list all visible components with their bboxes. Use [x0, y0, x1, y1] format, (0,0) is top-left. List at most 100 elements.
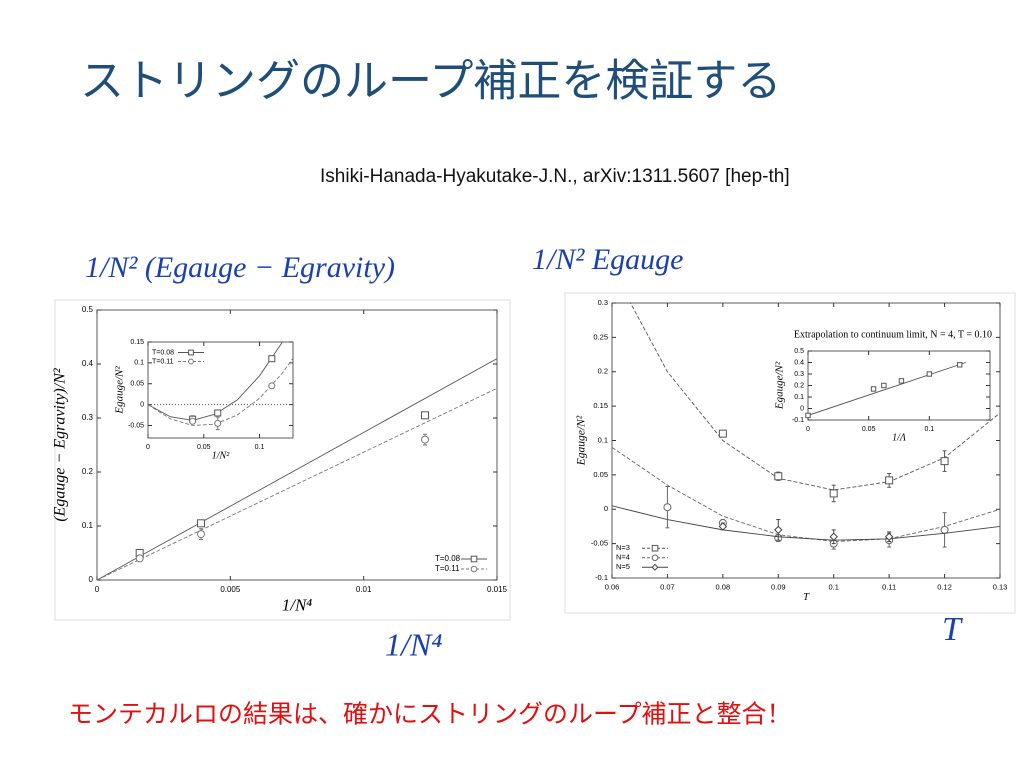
right-quantity: 1/N² Egauge	[532, 243, 683, 276]
conclusion: モンテカルロの結果は、確かにストリングのループ補正と整合！	[68, 701, 792, 729]
x-tick-label: 0	[146, 444, 150, 451]
marker	[421, 411, 429, 420]
marker	[268, 355, 276, 363]
legend-label: T=0.08	[435, 554, 461, 563]
plot-frame	[611, 302, 1001, 579]
marker	[884, 532, 894, 541]
x-tick-label: 0.06	[605, 582, 620, 591]
marker	[718, 522, 728, 531]
marker	[214, 409, 222, 417]
y-tick-label: -0.05	[128, 422, 144, 429]
y-tick-label: 0.1	[794, 394, 804, 401]
x-tick-label: 0.12	[937, 582, 952, 591]
chart: 0.06 0.07 0.08 0.09 0.1 0.11 0.12 0.13 -0.1 -0.05…	[576, 298, 1008, 603]
y-axis-label: Egauge/N²	[774, 361, 786, 410]
y-tick-label: 0.4	[82, 359, 94, 368]
y-tick-label: 0	[140, 401, 144, 408]
y-tick-label: 0.3	[794, 371, 804, 378]
y-tick-label: 0.05	[130, 381, 144, 388]
x-tick-label: 0.13	[993, 582, 1008, 591]
marker	[663, 503, 672, 512]
x-axis-label: 1/N²	[212, 450, 230, 461]
plot-frame	[807, 350, 991, 421]
x-tick-label: 0.1	[924, 426, 934, 433]
marker	[898, 378, 905, 384]
y-tick-label: 0	[800, 405, 804, 412]
x-tick-label: 0.09	[771, 582, 786, 591]
legend-label: T=0.11	[152, 358, 174, 365]
left-quantity: 1/N² (Egauge − Egravity)	[85, 251, 395, 284]
y-tick-label: 0	[604, 504, 608, 513]
y-tick-label: -0.05	[591, 539, 608, 548]
y-tick-label: 0.1	[82, 521, 94, 530]
legend-label: N=5	[616, 562, 630, 571]
x-tick-label: 0.015	[487, 585, 508, 594]
marker	[805, 412, 811, 419]
right-variable: T	[942, 611, 963, 648]
fit-line	[808, 362, 966, 416]
x-tick-label: 0.01	[356, 585, 372, 594]
x-tick-label: 0.07	[660, 582, 675, 591]
fit-line	[148, 342, 283, 421]
marker	[197, 530, 205, 539]
y-tick-label: 0.2	[598, 367, 608, 376]
x-tick-label: 0.05	[862, 426, 876, 433]
marker	[881, 382, 887, 389]
marker	[214, 419, 222, 427]
marker	[197, 519, 205, 528]
left-variable: 1/N⁴	[385, 626, 442, 662]
legend-label: T=0.11	[435, 564, 460, 573]
y-tick-label: 0.3	[598, 298, 608, 307]
marker	[718, 429, 727, 438]
x-tick-label: 0.1	[255, 444, 265, 451]
marker	[651, 554, 659, 562]
marker	[829, 532, 838, 541]
y-tick-label: 0.15	[593, 401, 608, 410]
marker	[956, 362, 963, 368]
marker	[940, 525, 949, 534]
x-axis-label: T	[803, 592, 810, 603]
y-axis-label: Egauge/N²	[576, 415, 588, 466]
citation: Ishiki-Hanada-Hyakutake-J.N., arXiv:1311…	[320, 166, 790, 187]
chart: 0 0.05 0.1-0.100.10.20.30.40.5Extrapolatio…	[774, 329, 992, 443]
y-tick-label: 0	[89, 575, 94, 584]
y-tick-label: 0.15	[130, 339, 144, 346]
x-axis-label: 1/Λ	[892, 432, 906, 443]
x-tick-label: 0.1	[828, 582, 838, 591]
legend-label: N=4	[616, 553, 630, 562]
y-tick-label: 0.3	[82, 413, 94, 422]
chart: 0 0.05 0.1 -0.05 0 0.05 0.1 0.15 T=0.08 T=0.11 1/N…	[114, 339, 294, 461]
marker	[774, 525, 783, 535]
slide-title: ストリングのループ補正を検証する	[80, 57, 781, 106]
marker	[829, 489, 838, 498]
fit-line	[612, 505, 1000, 541]
y-axis-label: Egauge/N²	[114, 366, 126, 415]
legend-label: T=0.08	[152, 349, 174, 356]
marker	[135, 554, 144, 563]
marker	[870, 386, 877, 392]
marker	[651, 544, 659, 552]
y-tick-label: 0.1	[134, 360, 144, 367]
x-tick-label: 0	[95, 585, 100, 594]
y-tick-label: -0.1	[792, 417, 804, 424]
legend-label: N=3	[616, 543, 630, 552]
marker	[940, 457, 949, 466]
x-tick-label: 0.11	[882, 582, 896, 591]
fit-line	[629, 303, 1000, 491]
marker	[470, 555, 478, 563]
y-tick-label: 0.5	[82, 305, 94, 314]
marker	[188, 349, 194, 356]
marker	[774, 472, 783, 481]
x-tick-label: 0	[806, 426, 810, 433]
y-tick-label: -0.1	[595, 573, 608, 582]
y-tick-label: 0.25	[593, 332, 608, 341]
marker	[470, 565, 478, 573]
marker	[189, 417, 197, 425]
marker	[651, 563, 659, 571]
y-tick-label: 0.1	[598, 435, 608, 444]
y-tick-label: 0.05	[593, 470, 608, 479]
marker	[421, 435, 429, 444]
y-axis-label: (Egauge − Egravity)/N²	[52, 367, 69, 522]
